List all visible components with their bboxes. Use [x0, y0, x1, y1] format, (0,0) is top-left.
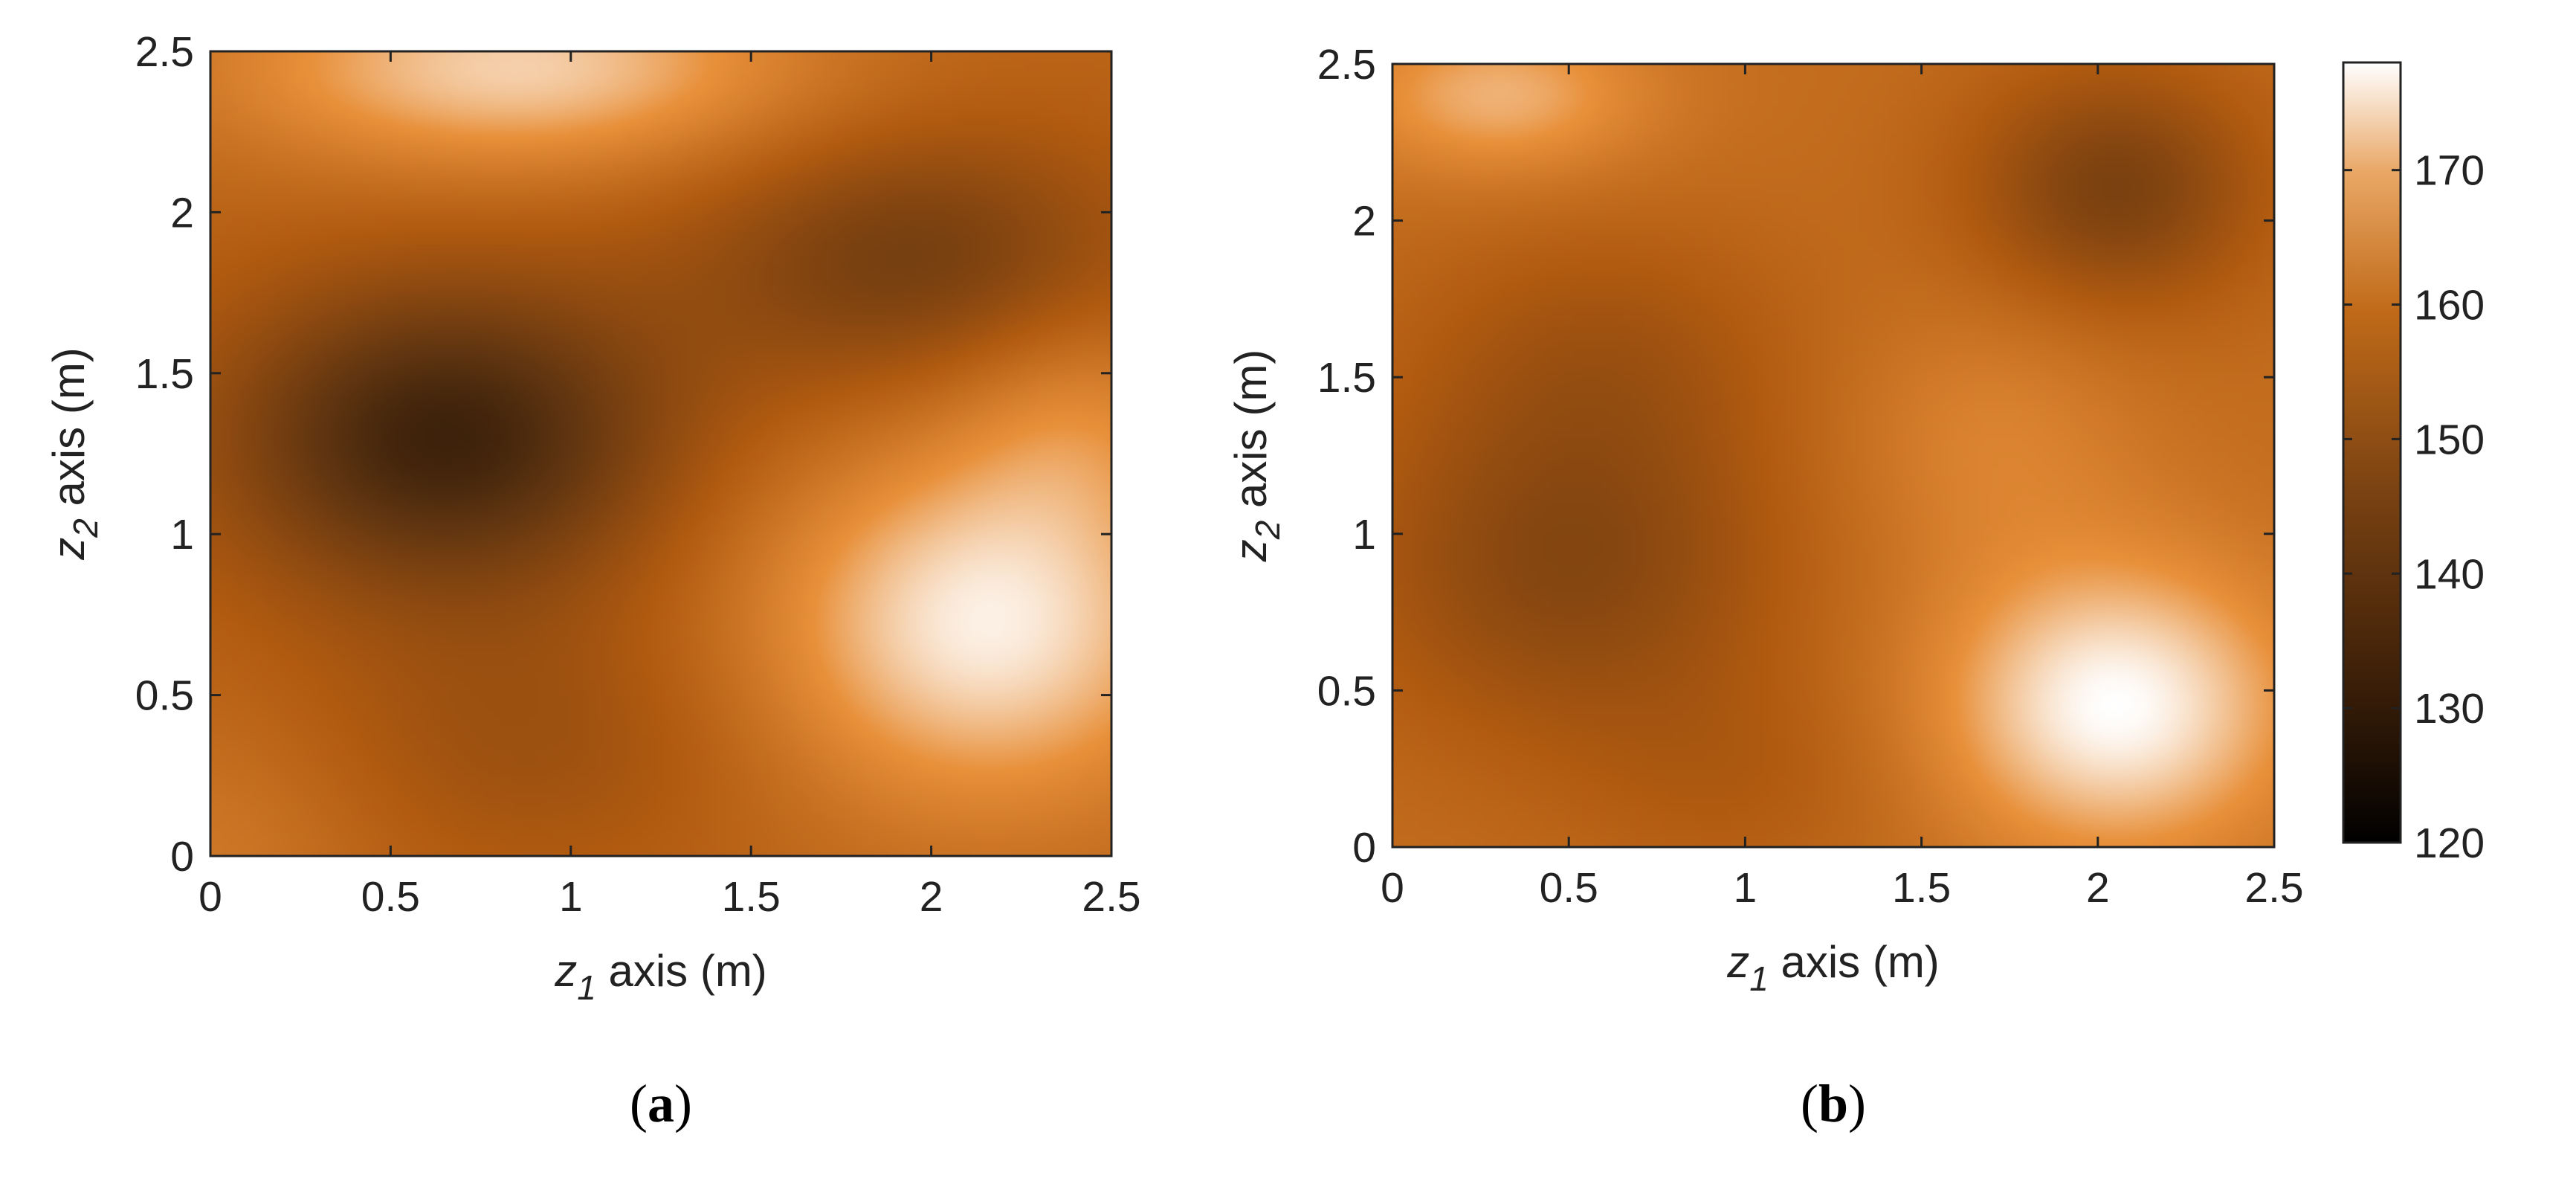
- x-tick-label: 2: [920, 873, 943, 921]
- x-axis-label-b: z1 axis (m): [1726, 937, 1940, 998]
- y-tick-label: 1.5: [135, 350, 194, 398]
- y-tick-label: 0: [170, 833, 194, 881]
- y-tick-labels-b: 0 0.5 1 1.5 2 2.5: [1317, 41, 1376, 872]
- x-tick-label: 0.5: [1540, 864, 1598, 912]
- tick-marks-b: [1391, 62, 2276, 849]
- colorbar: 120 130 140 150 160 170 mm: [2342, 61, 2576, 867]
- colorbar-tick-label: 150: [2414, 416, 2485, 463]
- y-tick-label: 0.5: [1317, 667, 1376, 715]
- y-tick-label: 1: [1352, 511, 1376, 559]
- x-tick-label: 1: [1734, 864, 1757, 912]
- x-tick-label: 2.5: [2244, 864, 2303, 912]
- y-tick-label: 2: [1352, 198, 1376, 245]
- heatmap-image-a: [210, 51, 1111, 856]
- y-tick-labels-a: 0 0.5 1 1.5 2 2.5: [135, 28, 194, 881]
- tick-marks-a: [209, 50, 1113, 857]
- colorbar-tick-label: 130: [2414, 685, 2485, 733]
- x-tick-labels-a: 0 0.5 1 1.5 2 2.5: [198, 873, 1140, 921]
- panel-label-b: (b): [1801, 1074, 1866, 1133]
- y-tick-label: 2.5: [1317, 41, 1376, 88]
- x-tick-label: 0: [198, 873, 222, 921]
- y-tick-label: 1: [170, 511, 194, 559]
- x-axis-label-a: z1 axis (m): [554, 946, 767, 1007]
- y-axis-label-b: z2 axis (m): [1226, 350, 1287, 563]
- x-tick-label: 1.5: [722, 873, 781, 921]
- x-tick-label: 0: [1381, 864, 1404, 912]
- colorbar-ticks: 120 130 140 150 160 170: [2343, 147, 2485, 867]
- x-tick-label: 2: [2086, 864, 2110, 912]
- y-tick-label: 2.5: [135, 28, 194, 76]
- x-tick-label: 2.5: [1082, 873, 1140, 921]
- colorbar-tick-label: 160: [2414, 282, 2485, 329]
- y-axis-label-a: z2 axis (m): [44, 347, 105, 561]
- heatmap-panel-b: 0 0.5 1 1.5 2 2.5 0 0.5 1 1.5 2 2.5 z1 axis (m) z2…: [1226, 41, 2304, 1133]
- x-tick-label: 0.5: [361, 873, 420, 921]
- colorbar-tick-label: 170: [2414, 147, 2485, 195]
- x-tick-label: 1.5: [1892, 864, 1951, 912]
- heatmap-panel-a: 0 0.5 1 1.5 2 2.5 0 0.5 1 1.5 2 2.5 z1 axis (m) z2…: [44, 28, 1141, 1133]
- colorbar-tick-label: 140: [2414, 550, 2485, 598]
- x-tick-labels-b: 0 0.5 1 1.5 2 2.5: [1381, 864, 2303, 912]
- plot-frame-a: [209, 50, 1113, 857]
- x-tick-label: 1: [559, 873, 583, 921]
- colorbar-tick-label: 120: [2414, 820, 2485, 867]
- y-tick-label: 0.5: [135, 672, 194, 720]
- heatmap-image-b: [1392, 64, 2274, 847]
- y-tick-label: 2: [170, 189, 194, 236]
- colorbar-label: mm: [2562, 419, 2576, 486]
- y-tick-label: 0: [1352, 824, 1376, 872]
- panel-label-a: (a): [630, 1074, 692, 1133]
- y-tick-label: 1.5: [1317, 354, 1376, 402]
- plot-frame-b: [1391, 62, 2276, 849]
- colorbar-gradient: [2342, 61, 2402, 844]
